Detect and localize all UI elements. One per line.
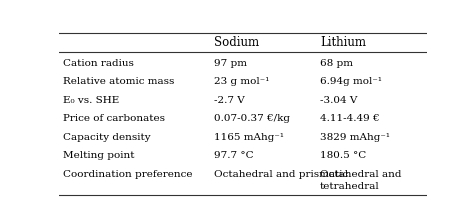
Text: 3829 mAhg⁻¹: 3829 mAhg⁻¹ [320, 133, 390, 142]
Text: Melting point: Melting point [63, 151, 135, 160]
Text: Sodium: Sodium [213, 36, 259, 49]
Text: -3.04 V: -3.04 V [320, 96, 357, 105]
Text: Relative atomic mass: Relative atomic mass [63, 77, 174, 86]
Text: Cation radius: Cation radius [63, 58, 134, 68]
Text: Octahedral and
tetrahedral: Octahedral and tetrahedral [320, 170, 401, 191]
Text: Capacity density: Capacity density [63, 133, 151, 142]
Text: Lithium: Lithium [320, 36, 366, 49]
Text: Octahedral and prismatic: Octahedral and prismatic [213, 170, 348, 179]
Text: Coordination preference: Coordination preference [63, 170, 192, 179]
Text: 6.94g mol⁻¹: 6.94g mol⁻¹ [320, 77, 382, 86]
Text: -2.7 V: -2.7 V [213, 96, 244, 105]
Text: 4.11-4.49 €: 4.11-4.49 € [320, 114, 380, 123]
Text: 97.7 °C: 97.7 °C [213, 151, 253, 160]
Text: 1165 mAhg⁻¹: 1165 mAhg⁻¹ [213, 133, 283, 142]
Text: 97 pm: 97 pm [213, 58, 246, 68]
Text: Price of carbonates: Price of carbonates [63, 114, 165, 123]
Text: 68 pm: 68 pm [320, 58, 353, 68]
Text: 0.07-0.37 €/kg: 0.07-0.37 €/kg [213, 114, 290, 123]
Text: E₀ vs. SHE: E₀ vs. SHE [63, 96, 119, 105]
Text: 180.5 °C: 180.5 °C [320, 151, 366, 160]
Text: 23 g mol⁻¹: 23 g mol⁻¹ [213, 77, 269, 86]
